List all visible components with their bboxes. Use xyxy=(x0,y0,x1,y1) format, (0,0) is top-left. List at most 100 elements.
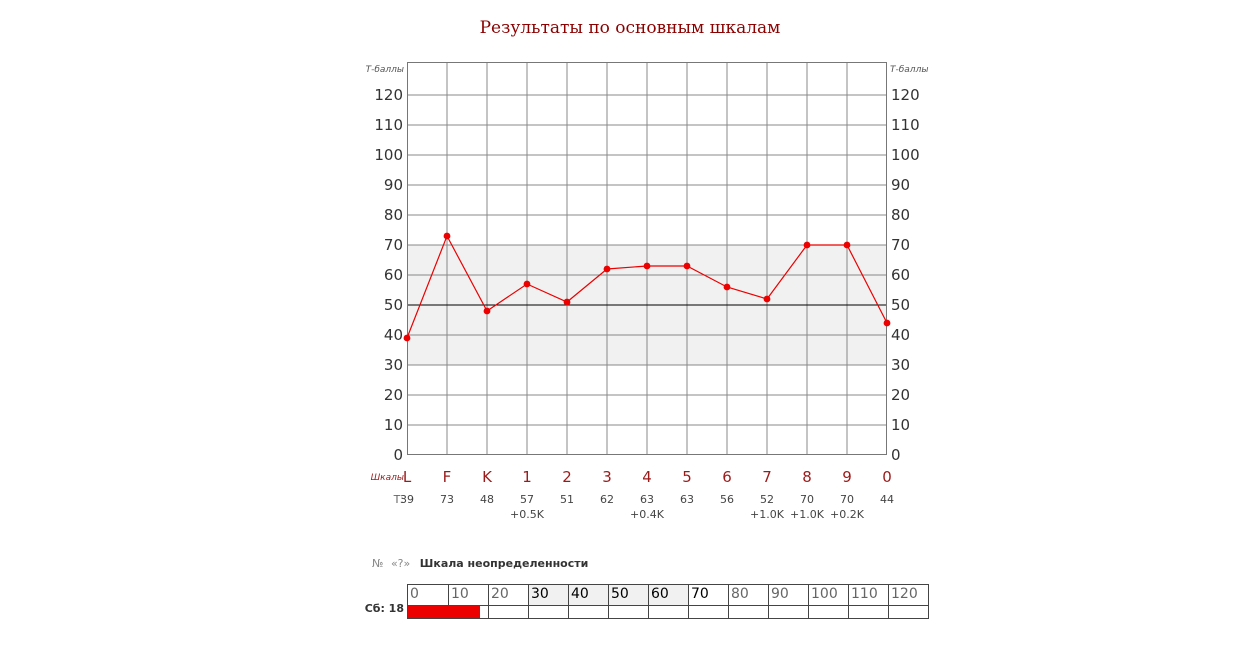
k-correction: +0.5K xyxy=(510,508,544,521)
x-scale-label: 4 xyxy=(642,468,652,486)
ruler-divider xyxy=(728,606,729,618)
y-tick-label: 60 xyxy=(383,266,403,284)
ruler-tick-label: 30 xyxy=(531,586,549,602)
y-tick-label: 90 xyxy=(383,176,403,194)
t-value-group: 73 xyxy=(425,493,469,506)
t-value: 63 xyxy=(680,493,694,506)
x-scale-label: 6 xyxy=(722,468,732,486)
k-correction: +0.2K xyxy=(830,508,864,521)
y-tick-label: 110 xyxy=(374,116,403,134)
x-scale-label: 5 xyxy=(682,468,692,486)
y-tick-label: 40 xyxy=(383,326,403,344)
y-tick-label: 10 xyxy=(891,416,911,434)
ruler-cell: 30 xyxy=(528,585,569,606)
data-point xyxy=(883,319,891,327)
x-scale-label: L xyxy=(402,468,412,486)
k-correction: +0.4K xyxy=(630,508,664,521)
x-scale-label: 0 xyxy=(882,468,892,486)
t-value: 39 xyxy=(400,493,414,506)
ruler-tick-label: 70 xyxy=(691,586,709,602)
ruler-tick-label: 50 xyxy=(611,586,629,602)
data-point xyxy=(803,241,811,249)
ruler-cell: 60 xyxy=(648,585,689,606)
ruler-cell: 120 xyxy=(888,585,929,606)
uncertainty-number-sign: № xyxy=(372,557,384,570)
y-tick-label: 90 xyxy=(891,176,911,194)
t-value: 56 xyxy=(720,493,734,506)
y-tick-label: 30 xyxy=(383,356,403,374)
ruler-cell: 80 xyxy=(728,585,769,606)
k-correction: +1.0K xyxy=(790,508,824,521)
k-correction: +1.0K xyxy=(750,508,784,521)
data-point xyxy=(603,265,611,273)
t-value: 73 xyxy=(440,493,454,506)
data-point xyxy=(483,307,491,315)
t-value-group: 63 xyxy=(665,493,709,506)
t-value-group: 48 xyxy=(465,493,509,506)
y-tick-label: 80 xyxy=(891,206,911,224)
y-tick-label: 70 xyxy=(891,236,911,254)
t-value-group: 62 xyxy=(585,493,629,506)
y-tick-label: 50 xyxy=(383,296,403,314)
y-tick-label: 110 xyxy=(891,116,920,134)
y-tick-label: 40 xyxy=(891,326,911,344)
x-scale-label: F xyxy=(442,468,452,486)
y-tick-label: 20 xyxy=(383,386,403,404)
t-value: 51 xyxy=(560,493,574,506)
y-tick-label: 60 xyxy=(891,266,911,284)
scales-row-caption: Шкалы xyxy=(370,473,404,483)
ruler-divider xyxy=(488,606,489,618)
ruler-tick-label: 60 xyxy=(651,586,669,602)
uncertainty-header: № «?» Шкала неопределенности xyxy=(372,557,588,570)
ruler-tick-label: 40 xyxy=(571,586,589,602)
ruler-divider xyxy=(608,606,609,618)
ruler-cell: 70 xyxy=(688,585,729,606)
t-value: 44 xyxy=(880,493,894,506)
y-tick-label: 30 xyxy=(891,356,911,374)
profile-chart xyxy=(403,62,891,455)
ruler-cell: 10 xyxy=(448,585,489,606)
y-axis-title-left: Т-баллы xyxy=(365,65,404,75)
raw-score-label: Сб: 18 xyxy=(364,602,404,615)
raw-score-bar xyxy=(408,606,480,618)
ruler-tick-label: 120 xyxy=(891,586,918,602)
x-scale-label: 7 xyxy=(762,468,772,486)
y-tick-label: 70 xyxy=(383,236,403,254)
data-point xyxy=(403,334,411,342)
ruler-tick-label: 10 xyxy=(451,586,469,602)
t-value-group: 57 +0.5K xyxy=(505,493,549,521)
grid xyxy=(407,62,887,455)
ruler-tick-label: 100 xyxy=(811,586,838,602)
ruler-cell: 50 xyxy=(608,585,649,606)
t-value: 57 xyxy=(520,493,534,506)
y-tick-label: 80 xyxy=(383,206,403,224)
ruler-tick-label: 20 xyxy=(491,586,509,602)
ruler-tick-label: 90 xyxy=(771,586,789,602)
ruler-tick-label: 0 xyxy=(410,586,419,602)
ruler-divider xyxy=(848,606,849,618)
ruler-divider xyxy=(648,606,649,618)
data-point xyxy=(723,283,731,291)
t-value: 70 xyxy=(800,493,814,506)
t-value-group: 56 xyxy=(705,493,749,506)
ruler-cell: 110 xyxy=(848,585,889,606)
data-point xyxy=(523,280,531,288)
ruler-divider xyxy=(808,606,809,618)
t-value: 63 xyxy=(640,493,654,506)
y-tick-label: 50 xyxy=(891,296,911,314)
t-value-group: 52 +1.0K xyxy=(745,493,789,521)
y-tick-label: 0 xyxy=(891,446,901,464)
y-tick-label: 20 xyxy=(891,386,911,404)
chart-border xyxy=(407,62,887,455)
t-value-group: 44 xyxy=(865,493,909,506)
t-value-group: 51 xyxy=(545,493,589,506)
ruler-divider xyxy=(528,606,529,618)
data-point xyxy=(763,295,771,303)
ruler-divider xyxy=(568,606,569,618)
x-scale-label: 2 xyxy=(562,468,572,486)
ruler-cell: 40 xyxy=(568,585,609,606)
data-point xyxy=(563,298,571,306)
t-value: 48 xyxy=(480,493,494,506)
x-scale-label: 9 xyxy=(842,468,852,486)
